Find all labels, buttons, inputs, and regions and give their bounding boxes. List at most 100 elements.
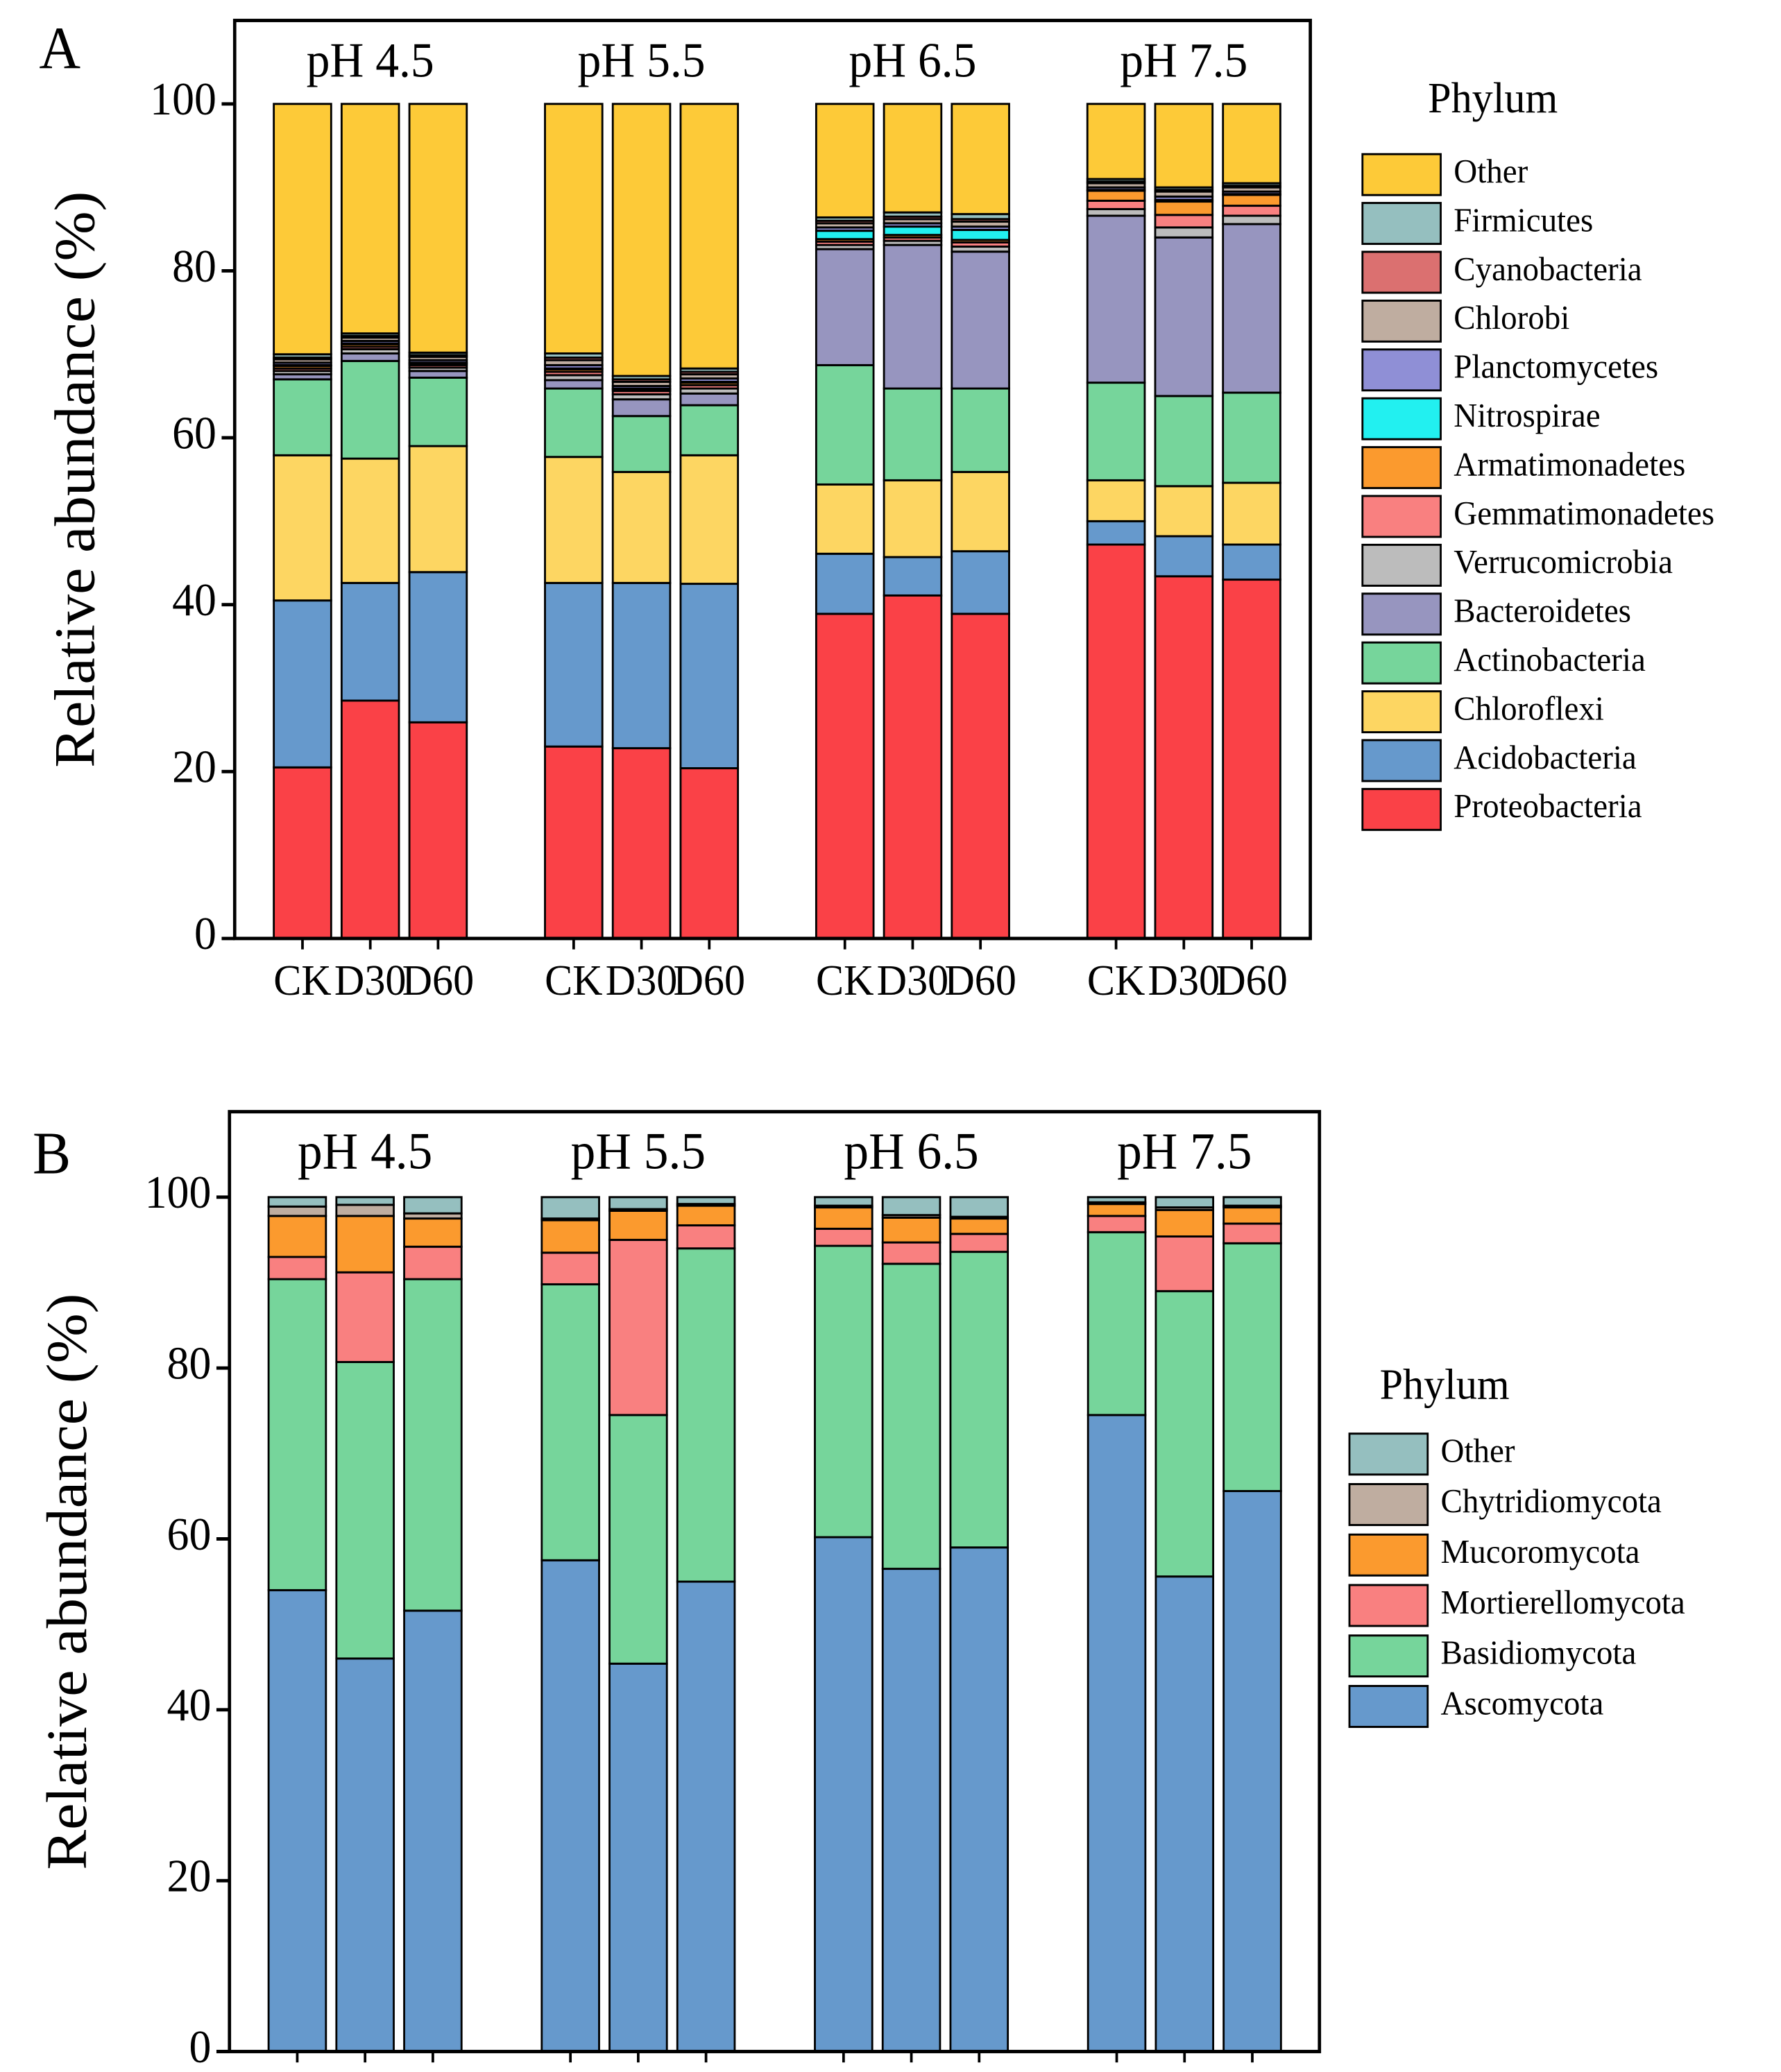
bar-segment	[267, 1205, 327, 1217]
x-tick-label: D30	[1151, 2071, 1218, 2072]
legend-swatch	[1361, 299, 1442, 343]
bar-segment	[267, 1196, 327, 1208]
bar-segment	[951, 470, 1010, 553]
bar-segment	[273, 454, 332, 602]
bar-segment	[676, 1247, 736, 1583]
bar-segment	[1154, 200, 1214, 216]
legend-swatch	[1361, 495, 1442, 538]
bar-segment	[949, 1217, 1009, 1235]
y-tick-label: 100	[145, 1167, 212, 1219]
bar-segment	[408, 721, 468, 940]
legend-label: Firmicutes	[1454, 201, 1593, 239]
bar-segment	[1222, 205, 1281, 217]
bar-segment	[544, 456, 604, 584]
bar-segment	[815, 483, 875, 555]
legend-title: Phylum	[1428, 74, 1558, 123]
y-axis-label: Relative abundance (%)	[36, 1294, 99, 1870]
bar-segment	[540, 1196, 600, 1220]
bar-segment	[403, 1196, 463, 1215]
bar-segment	[949, 1233, 1009, 1253]
bar-segment	[1222, 214, 1281, 225]
x-tick-label: CK	[545, 957, 603, 1005]
bar-segment	[340, 457, 400, 584]
bar-segment	[1154, 485, 1214, 538]
bar-segment	[1154, 535, 1214, 578]
bar-segment	[1222, 391, 1281, 484]
bar-segment	[676, 1224, 736, 1250]
bar-segment	[1086, 382, 1146, 481]
y-tick-label: 60	[172, 408, 216, 459]
bar-segment	[1222, 1242, 1282, 1492]
x-tick-label: D30	[1148, 957, 1220, 1005]
bar-segment	[408, 445, 468, 574]
bar-segment	[1154, 214, 1214, 229]
bar-segment	[335, 1204, 395, 1217]
bar-segment	[951, 613, 1010, 940]
x-tick-label: CK	[273, 957, 332, 1005]
bar-segment	[335, 1215, 395, 1274]
bar-segment	[1154, 395, 1214, 488]
bar-segment	[1086, 520, 1146, 546]
bar-segment	[679, 583, 740, 769]
group-label: pH 6.5	[844, 1122, 978, 1180]
bar-segment	[951, 250, 1010, 390]
bar-segment	[267, 1256, 327, 1281]
legend-swatch	[1348, 1432, 1429, 1476]
legend-title: Phylum	[1380, 1360, 1510, 1409]
bar-segment	[815, 103, 875, 219]
bar-segment	[881, 1262, 941, 1570]
x-tick-label: D30	[606, 957, 678, 1005]
legend-label: Proteobacteria	[1454, 787, 1642, 825]
bar-segment	[1154, 1196, 1215, 1209]
group-label: pH 4.5	[298, 1122, 432, 1180]
bar-segment	[815, 230, 875, 241]
x-tick-label: D60	[946, 2071, 1013, 2072]
legend-swatch	[1361, 250, 1442, 294]
bar-segment	[611, 415, 672, 473]
bar-segment	[267, 1278, 327, 1591]
bar-segment	[408, 376, 468, 447]
bar-segment	[335, 1196, 395, 1206]
bar-segment	[335, 1271, 395, 1363]
x-tick-label: D30	[877, 957, 949, 1005]
bar-segment	[403, 1278, 463, 1612]
bar-segment	[267, 1215, 327, 1258]
bar-segment	[1222, 1206, 1282, 1225]
legend-label: Cyanobacteria	[1454, 250, 1642, 288]
bar-segment	[408, 103, 468, 354]
x-tick-label: CK	[1089, 2071, 1144, 2072]
bar-segment	[1086, 103, 1146, 180]
legend-label: Basidiomycota	[1441, 1634, 1637, 1672]
y-tick-label: 60	[167, 1509, 212, 1561]
bar-segment	[611, 470, 672, 584]
group-label: pH 7.5	[1120, 33, 1247, 87]
panel-label: A	[39, 16, 80, 82]
bar-segment	[544, 379, 604, 390]
bar-segment	[679, 103, 740, 370]
bar-segment	[1222, 1490, 1282, 2053]
x-tick-label: D30	[334, 957, 407, 1005]
bar-segment	[340, 581, 400, 702]
bar-segment	[949, 1251, 1009, 1549]
bar-segment	[403, 1609, 463, 2053]
x-tick-label: D60	[1218, 2071, 1286, 2072]
bar-segment	[608, 1662, 668, 2053]
bar-segment	[883, 556, 943, 597]
legend-label: Planctomycetes	[1454, 348, 1658, 386]
x-tick-label: CK	[817, 2071, 871, 2072]
bar-segment	[340, 352, 400, 362]
bar-segment	[540, 1219, 600, 1254]
bar-segment	[540, 1283, 600, 1561]
legend-swatch	[1348, 1533, 1429, 1577]
bar-segment	[883, 594, 943, 940]
legend-swatch	[1348, 1584, 1429, 1627]
bar-segment	[611, 398, 672, 418]
bar-segment	[1222, 1222, 1282, 1244]
legend-label: Acidobacteria	[1454, 739, 1636, 776]
y-tick-label: 80	[172, 241, 216, 292]
legend-swatch	[1348, 1634, 1429, 1678]
legend-swatch	[1361, 397, 1442, 440]
bar-segment	[883, 387, 943, 481]
bar-segment	[881, 1568, 941, 2053]
